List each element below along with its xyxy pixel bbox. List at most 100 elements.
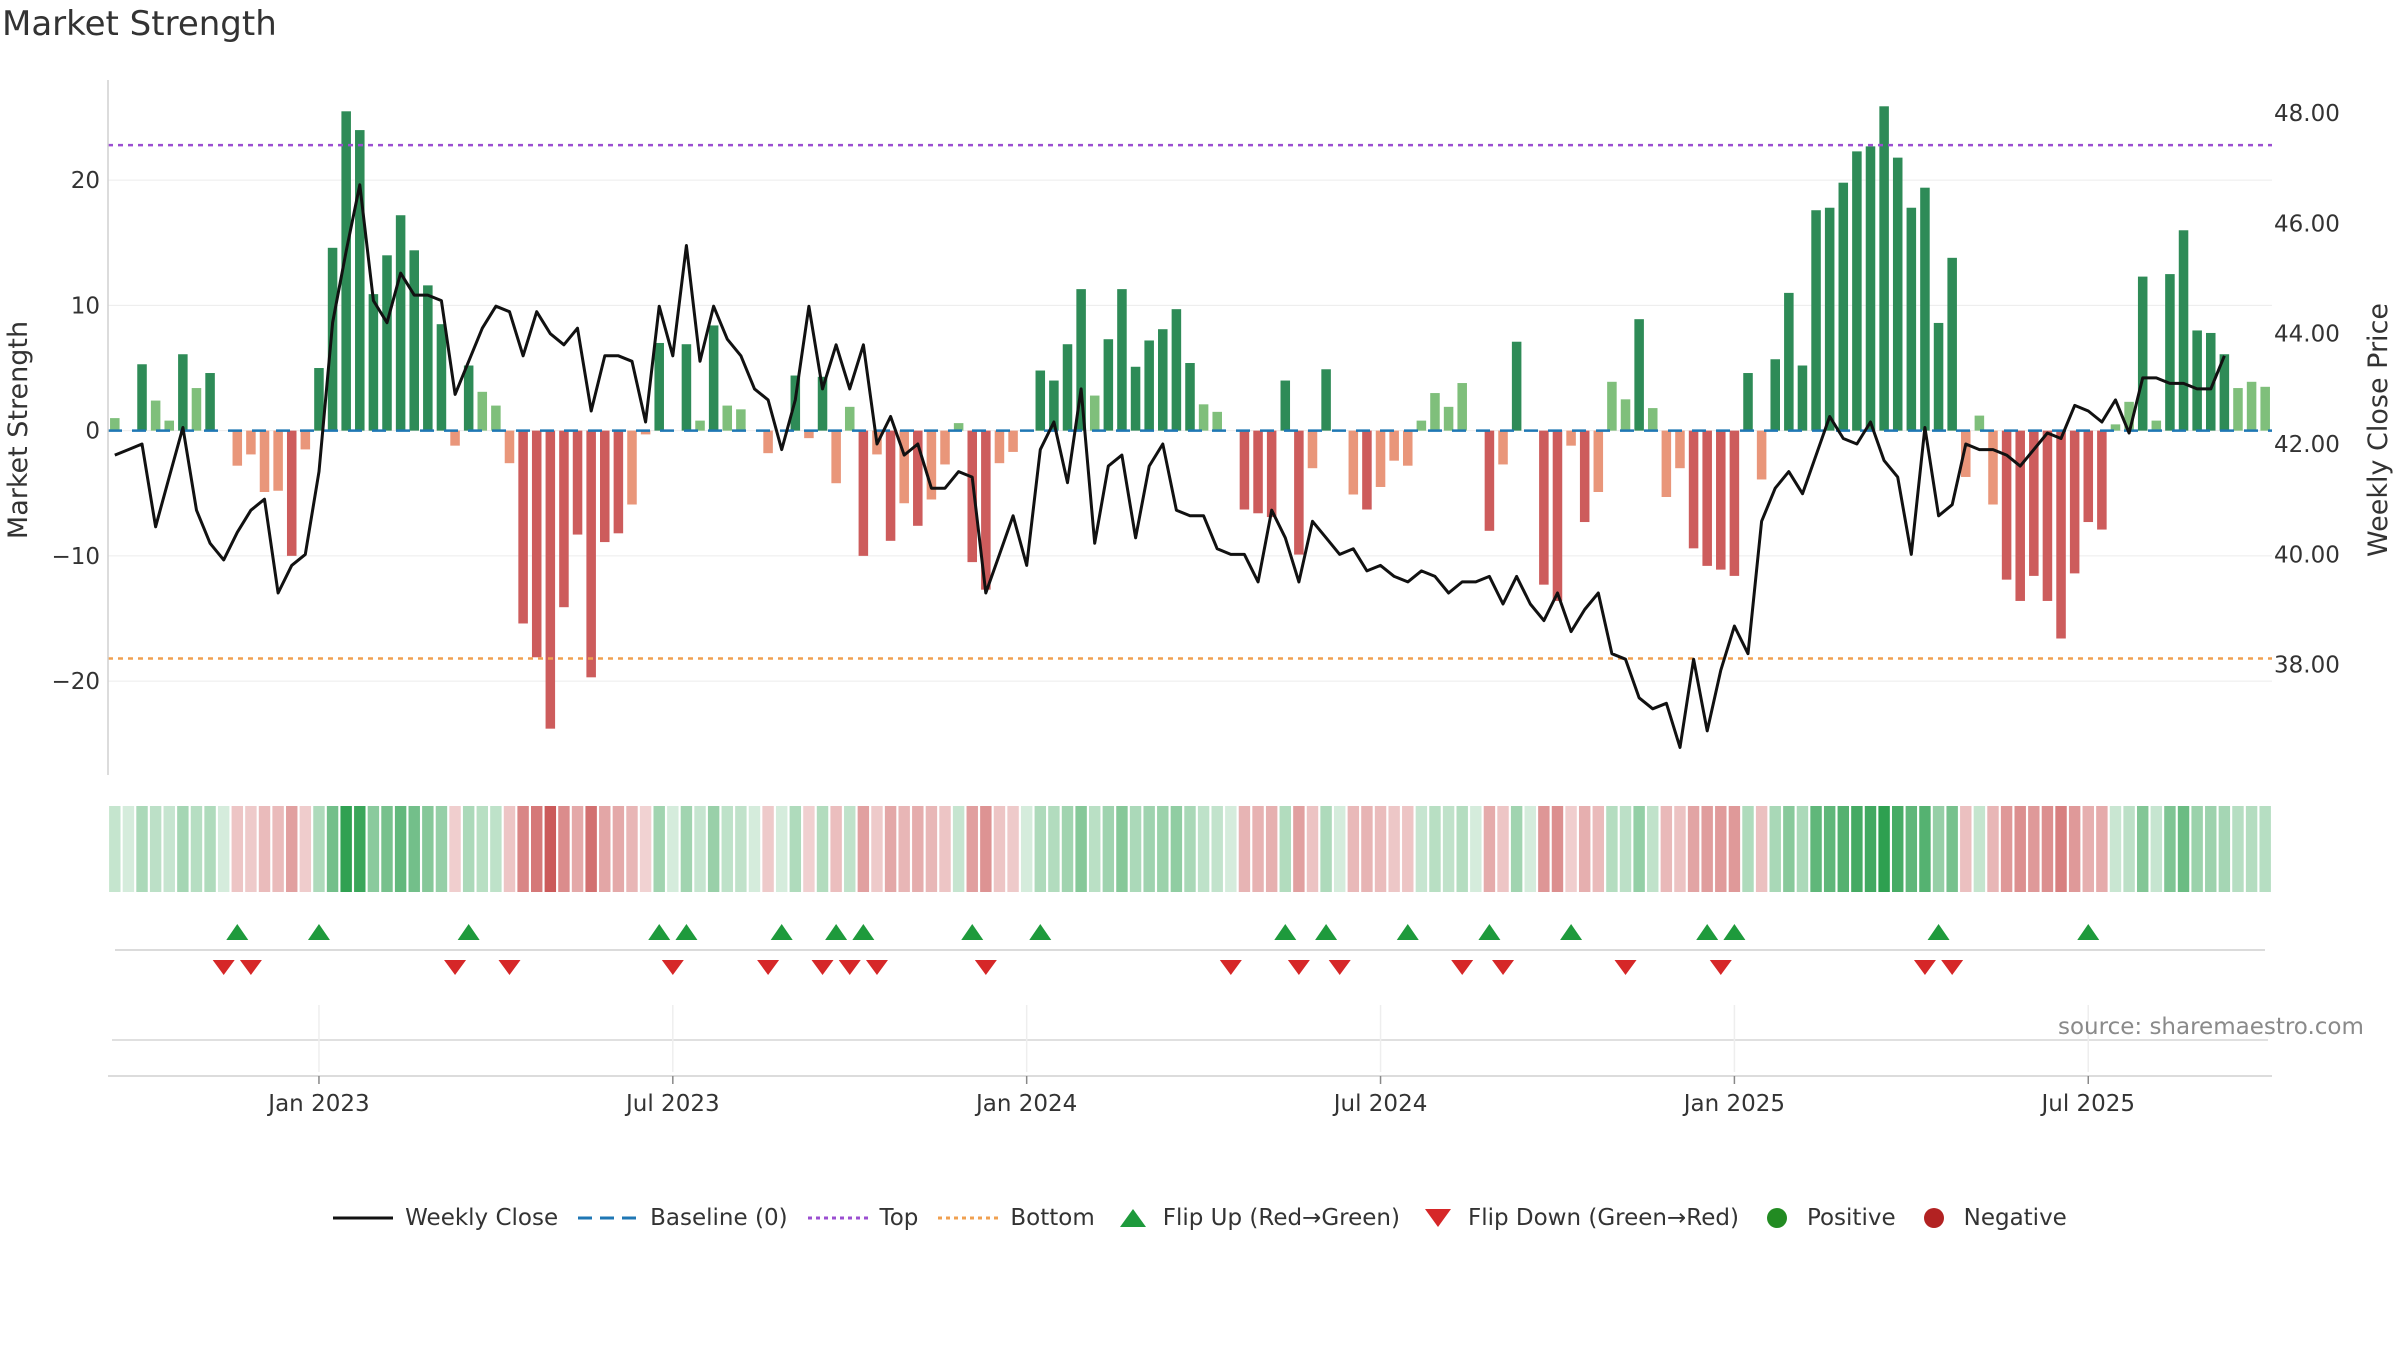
strength-bar [1688,430,1699,549]
strength-bar [137,364,147,431]
heat-cell [1211,806,1223,892]
heat-cell [2191,806,2203,892]
strength-bar [804,430,814,439]
strength-bar [1729,430,1740,576]
strength-bar [913,430,923,526]
heat-cell [258,806,271,892]
heat-cell [599,806,611,892]
heat-cell [1265,806,1278,892]
heat-cell [789,806,802,892]
strength-bar [1716,430,1726,570]
heat-cell [1660,806,1673,892]
y-tick-label: −10 [51,544,100,570]
x-tick-label: Jan 2025 [1682,1091,1785,1117]
strength-bar [2233,388,2243,431]
flip-down-marker [498,960,521,975]
heat-cell [1538,806,1550,892]
strength-bar [463,365,474,431]
flip-down-marker [1614,960,1637,975]
flip-up-marker [770,924,793,940]
strength-bar [1661,430,1672,497]
strength-bar [1198,404,1209,431]
x-tick-label: Jul 2023 [624,1091,720,1117]
strength-bar [1511,341,1522,431]
flip-up-marker [457,924,480,940]
heat-cell [639,806,652,892]
strength-bar [286,430,297,556]
heat-cell [898,806,910,892]
heat-cell [571,806,584,892]
flip-down-marker [212,960,235,975]
y-tick-label: 0 [85,419,100,445]
strength-bar [708,325,719,431]
circle-icon [1923,1208,1944,1228]
heat-cell [1932,806,1945,892]
strength-bar [1185,363,1195,431]
strength-bar [1702,430,1712,566]
heat-cell [1497,806,1509,892]
heat-cell [1592,806,1605,892]
heat-cell [1987,806,1999,892]
heat-cell [1647,806,1659,892]
strength-bar [1784,292,1794,431]
heat-cell [1293,806,1305,892]
strength-bar [885,430,896,541]
strength-bar [423,285,433,431]
heat-cell [1483,806,1496,892]
flip-up-marker [648,924,671,940]
heat-cell [1020,806,1033,892]
flip-down-marker [974,960,997,975]
flip-up-marker [825,924,848,940]
strength-bar [1321,369,1331,431]
legend-item-weekly-close: Weekly Close [333,1205,558,1231]
strength-bar [1675,430,1685,469]
strength-bar [1865,146,1876,431]
heat-cell [1143,806,1155,892]
strength-bar [981,430,991,590]
heat-cell [1864,806,1877,892]
line-swatch-icon [333,1216,394,1220]
heat-cell [2136,806,2149,892]
strength-bar [2029,430,2039,576]
heat-cell [422,806,434,892]
strength-bar [736,409,746,431]
strength-bar [1076,289,1086,431]
strength-bar [2151,420,2162,431]
heat-cell [2082,806,2094,892]
y2-tick-label: 44.00 [2274,322,2340,348]
heat-cell [612,806,625,892]
strength-bar [1103,339,1114,431]
legend: Weekly Close Baseline (0) Top Bottom Fli… [0,1205,2400,1231]
dotted-line-swatch-icon [938,1216,999,1220]
heat-cell [190,806,203,892]
heat-cell [381,806,393,892]
strength-bar [1049,380,1059,431]
heat-cell [775,806,788,892]
heat-cell [109,806,121,892]
strength-bar [1008,430,1018,452]
strength-bar [2056,430,2066,639]
strength-bar [1348,430,1359,495]
flip-down-marker [1287,960,1310,975]
strength-bar [178,354,188,431]
heat-cell [122,806,135,892]
strength-bar [600,430,610,543]
legend-item-negative: Negative [1916,1205,2067,1231]
heat-cell [1075,806,1087,892]
heat-cell [558,806,570,892]
heat-cell [2123,806,2135,892]
strength-bar [1620,399,1631,431]
flip-down-marker [1709,960,1732,975]
heat-cell [844,806,856,892]
heat-cell [2259,806,2271,892]
x-tick-label: Jan 2024 [974,1091,1077,1117]
heat-cell [680,806,693,892]
heat-cell [2041,806,2054,892]
heat-cell [2109,806,2122,892]
strength-bar [2260,386,2270,431]
strength-bar [1158,329,1168,431]
strength-bar [531,430,542,658]
heat-cell [313,806,325,892]
flip-up-marker [307,924,330,940]
